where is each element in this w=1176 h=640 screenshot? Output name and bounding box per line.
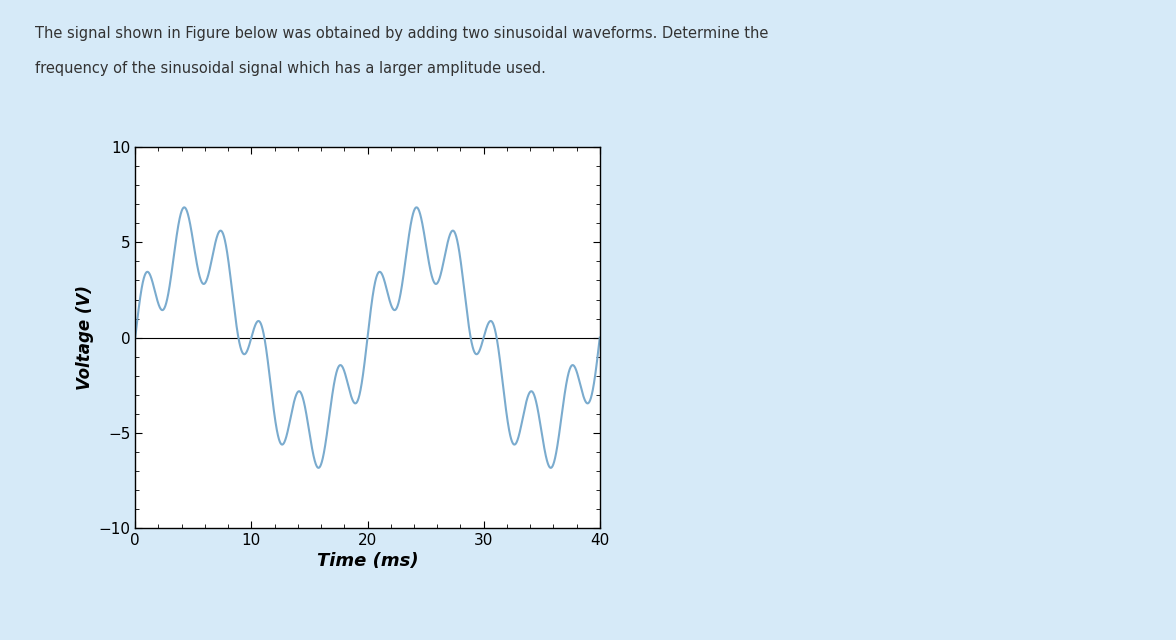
X-axis label: Time (ms): Time (ms) (316, 552, 419, 570)
Text: frequency of the sinusoidal signal which has a larger amplitude used.: frequency of the sinusoidal signal which… (35, 61, 546, 76)
Text: The signal shown in Figure below was obtained by adding two sinusoidal waveforms: The signal shown in Figure below was obt… (35, 26, 769, 40)
Y-axis label: Voltage (V): Voltage (V) (76, 285, 94, 390)
